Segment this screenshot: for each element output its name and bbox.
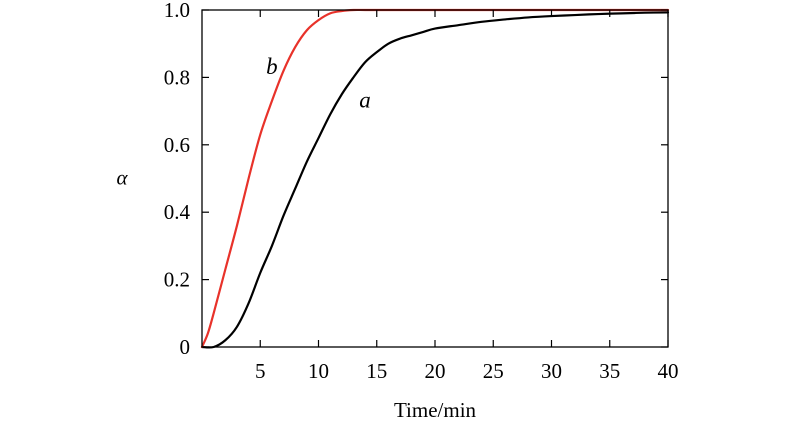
y-tick-label: 0.2 [164,268,190,292]
y-tick-label: 0.6 [164,133,190,157]
y-tick-label: 0.4 [164,200,191,224]
x-tick-label: 40 [658,359,679,383]
x-axis-title: Time/min [394,398,477,422]
x-tick-label: 30 [541,359,562,383]
x-tick-label: 25 [483,359,504,383]
annotations-layer: ba [266,54,371,113]
x-tick-label: 35 [599,359,620,383]
curve-label-b: b [266,54,278,79]
x-tick-label: 20 [425,359,446,383]
x-tick-label: 15 [366,359,387,383]
curve-label-a: a [359,88,371,113]
x-tick-label: 5 [255,359,266,383]
y-tick-label: 1.0 [164,0,190,22]
x-tick-label: 10 [308,359,329,383]
y-tick-label: 0 [180,335,191,359]
y-axis-title: α [116,166,128,190]
y-tick-label: 0.8 [164,65,190,89]
ticks-layer [202,9,669,348]
tick-labels-layer: 5 10 15 20 25 30 35 40 0 0.2 0.4 0.6 0.8 1.0 [164,0,679,383]
